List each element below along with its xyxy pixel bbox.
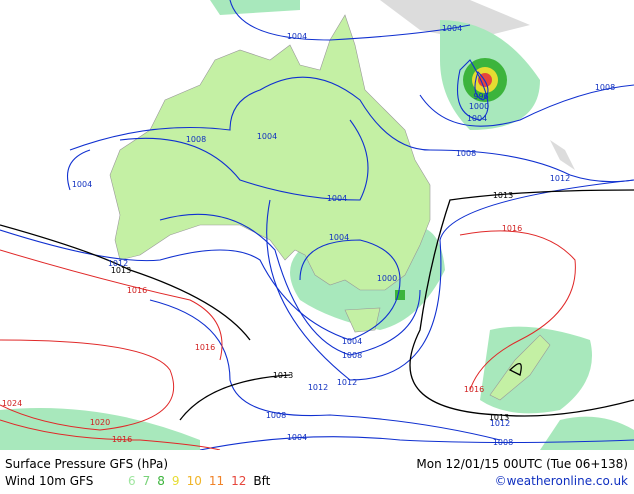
footer xyxy=(0,450,634,490)
isobar-label: 1012 xyxy=(308,383,328,392)
bft-level: 12 xyxy=(231,474,246,488)
isobar-label: 1004 xyxy=(329,233,349,242)
isobar-label: 1004 xyxy=(72,180,92,189)
footer-title: Surface Pressure GFS (hPa) xyxy=(5,457,168,471)
isobar-label: 1012 xyxy=(108,259,128,268)
tasmania xyxy=(344,307,381,333)
isobar-label: 1012 xyxy=(337,378,357,387)
isobar-label: 1008 xyxy=(493,438,513,447)
isobars xyxy=(0,0,634,451)
isobar-label: 1004 xyxy=(327,194,347,203)
bft-unit: Bft xyxy=(253,474,270,488)
isobar-label: 1016 xyxy=(127,286,147,295)
isobar-label: 1013 xyxy=(111,266,131,275)
isobar-label: 1008 xyxy=(342,351,362,360)
isobar-label: 996 xyxy=(473,92,488,101)
australia xyxy=(109,14,431,291)
isobar-label: 1004 xyxy=(257,132,277,141)
isobar-label: 1016 xyxy=(195,343,215,352)
isobar-label: 1013 xyxy=(493,191,513,200)
new-zealand xyxy=(489,334,551,401)
bft-level: 9 xyxy=(172,474,180,488)
isobar-label: 1012 xyxy=(490,419,510,428)
footer-credit: ©weatheronline.co.uk xyxy=(495,474,628,488)
isobar-label: 1016 xyxy=(112,435,132,444)
isobar-label: 1008 xyxy=(595,83,615,92)
isobar-label: 1008 xyxy=(186,135,206,144)
land xyxy=(380,0,530,40)
isobar-label: 1008 xyxy=(266,411,286,420)
isobar-label: 1013 xyxy=(489,413,509,422)
isobar-label: 1020 xyxy=(90,418,110,427)
isobar-label: 1004 xyxy=(467,114,487,123)
isobar-label: 1004 xyxy=(287,433,307,442)
isobar-label: 1013 xyxy=(273,371,293,380)
isobar-label: 1000 xyxy=(469,102,489,111)
isobar-label: 1024 xyxy=(2,399,22,408)
bft-level: 11 xyxy=(209,474,224,488)
footer-time: Mon 12/01/15 00UTC (Tue 06+138) xyxy=(416,457,628,471)
isobar-label: 1004 xyxy=(287,32,307,41)
isobar-label: 1004 xyxy=(442,24,462,33)
isobar-label: 1008 xyxy=(456,149,476,158)
isobar-1013 xyxy=(0,189,634,421)
footer-wind: Wind 10m GFS xyxy=(5,474,93,488)
bft-level: 6 xyxy=(128,474,136,488)
isobars-high xyxy=(0,230,576,451)
bft-level: 10 xyxy=(187,474,202,488)
land xyxy=(550,140,575,170)
bft-level: 7 xyxy=(143,474,151,488)
isobar-label: 1012 xyxy=(550,174,570,183)
isobar-label: 1016 xyxy=(502,224,522,233)
isobar-label: 1016 xyxy=(464,385,484,394)
wind-shading xyxy=(0,0,634,450)
bft-level: 8 xyxy=(157,474,165,488)
isobar-label: 1000 xyxy=(377,274,397,283)
wind-patch xyxy=(395,290,405,300)
isobar-label: 1004 xyxy=(342,337,362,346)
